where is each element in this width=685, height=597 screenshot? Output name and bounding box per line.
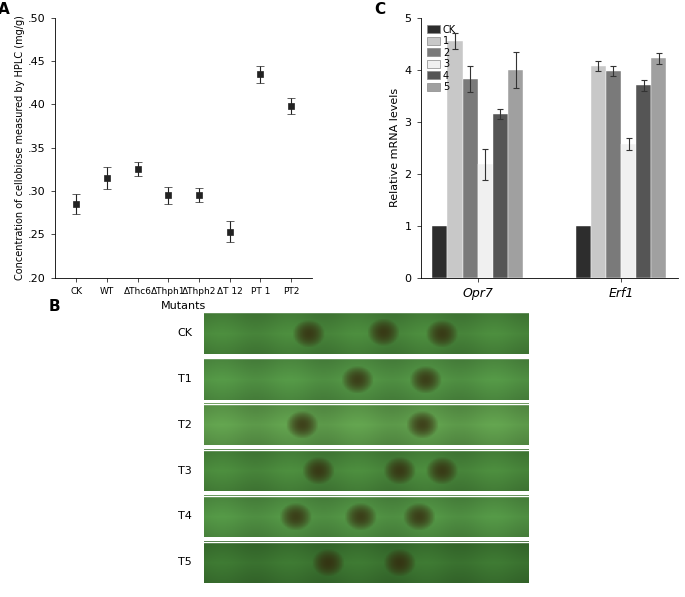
Bar [508,70,523,278]
Bar [621,144,636,278]
Bar [462,79,477,278]
Bar [477,164,493,278]
Bar [636,85,651,278]
Bar [432,226,447,278]
Bar [575,226,590,278]
X-axis label: Mutants: Mutants [161,301,206,311]
Text: T5: T5 [178,558,192,567]
Text: T2: T2 [178,420,192,430]
Text: A: A [0,2,10,17]
Y-axis label: Concentration of cellobiose measured by HPLC (mg/g): Concentration of cellobiose measured by … [15,16,25,280]
Text: T4: T4 [178,512,192,521]
Text: CK: CK [177,328,192,338]
Bar [493,114,508,278]
Bar [590,66,606,278]
Legend: CK, 1, 2, 3, 4, 5: CK, 1, 2, 3, 4, 5 [425,23,458,94]
Bar [651,59,667,278]
Bar [447,41,462,278]
Text: C: C [374,2,386,17]
Text: B: B [49,298,60,313]
Text: T1: T1 [178,374,192,384]
Bar [606,71,621,278]
Y-axis label: Relative mRNA levels: Relative mRNA levels [390,88,400,207]
Text: T3: T3 [178,466,192,476]
